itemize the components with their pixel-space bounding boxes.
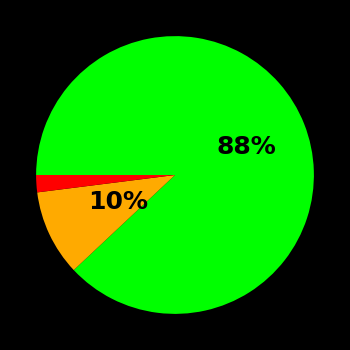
Text: 10%: 10% — [89, 190, 148, 214]
Wedge shape — [37, 175, 175, 270]
Text: 88%: 88% — [216, 135, 276, 159]
Wedge shape — [36, 36, 314, 314]
Wedge shape — [36, 175, 175, 192]
